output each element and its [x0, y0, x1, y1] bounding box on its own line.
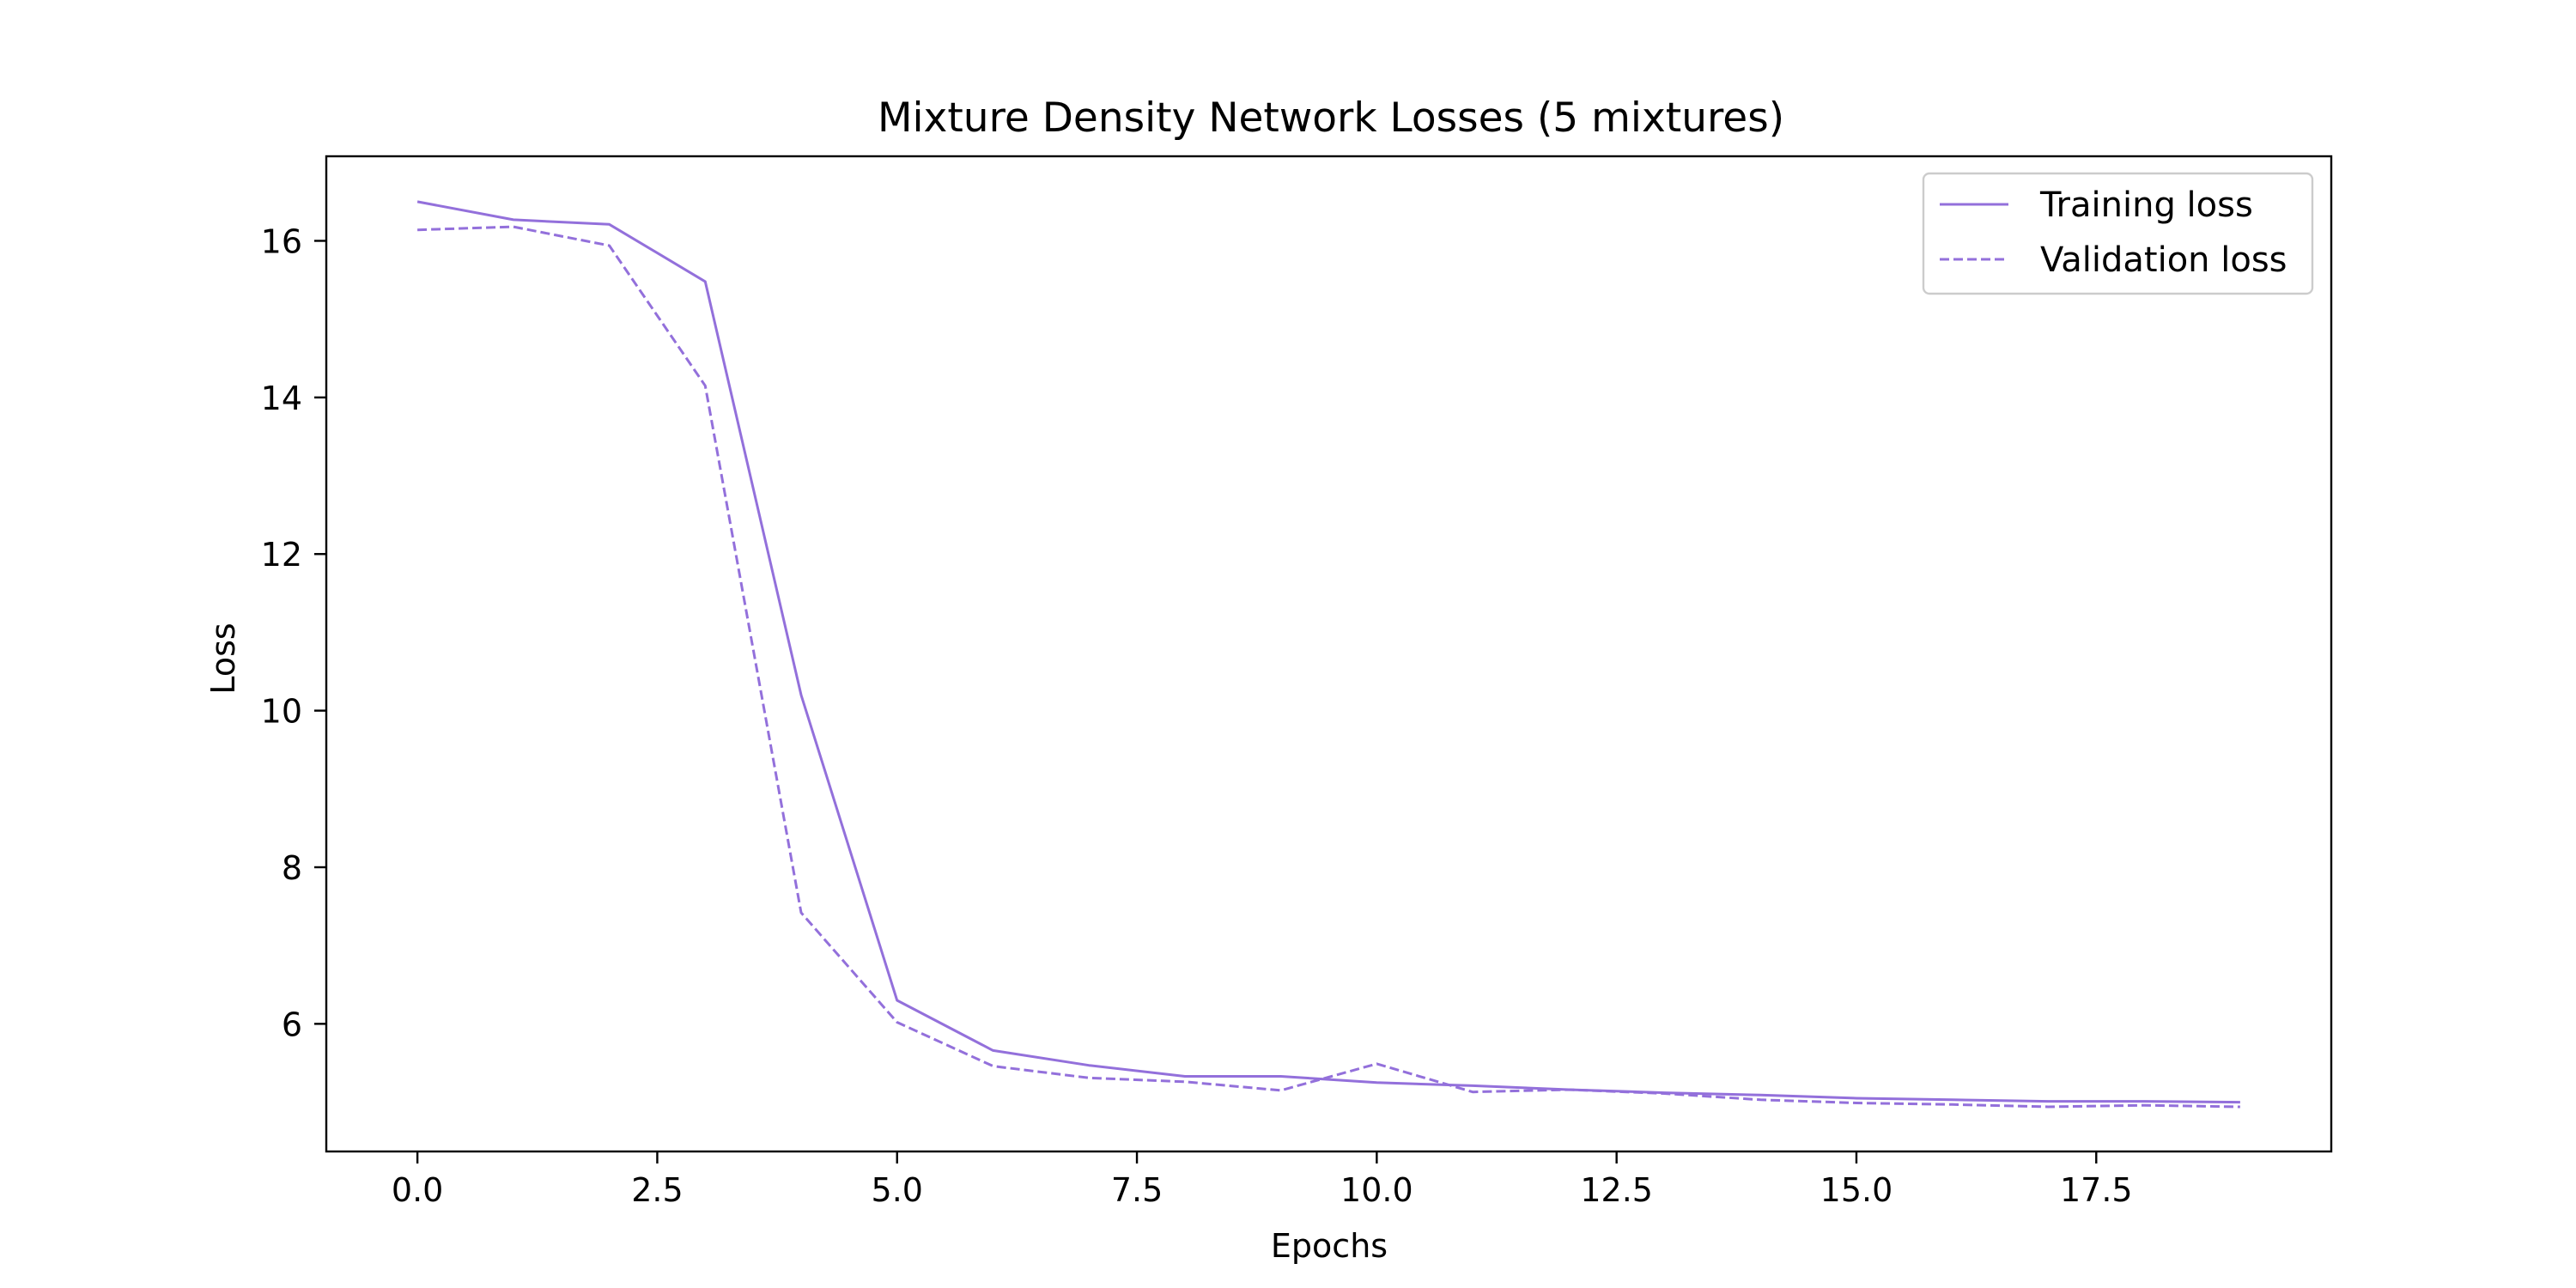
x-tick-label: 10.0: [1340, 1171, 1413, 1209]
y-tick-label: 16: [261, 222, 302, 260]
series-line-training: [416, 200, 2240, 1104]
plot-area: 0.0 2.5 5.0 7.5 10.0 12.5 15.0 17.5 6 8 10 12 14 16: [261, 155, 2333, 1209]
y-tick-label: 8: [282, 849, 302, 887]
legend-label-validation: Validation loss: [2040, 240, 2287, 280]
x-tick-label: 0.0: [392, 1171, 443, 1209]
y-axis-label: Loss: [204, 623, 242, 694]
x-tick-label: 2.5: [631, 1171, 683, 1209]
legend: Training loss Validation loss: [1922, 172, 2314, 295]
chart-title: Mixture Density Network Losses (5 mixtur…: [878, 94, 1784, 142]
x-tick-label: 12.5: [1580, 1171, 1653, 1209]
x-tick-label: 15.0: [1820, 1171, 1893, 1209]
y-tick-label: 12: [261, 536, 302, 574]
axes-frame: [325, 155, 2333, 1153]
legend-label-training: Training loss: [2039, 185, 2253, 225]
x-tick-label: 17.5: [2060, 1171, 2133, 1209]
legend-box: [1922, 172, 2314, 295]
y-tick-label: 10: [261, 693, 302, 731]
x-tick-label: 7.5: [1111, 1171, 1163, 1209]
x-axis-label: Epochs: [1271, 1227, 1388, 1265]
x-tick-label: 5.0: [872, 1171, 923, 1209]
series-line-validation: [417, 225, 2240, 1109]
y-tick-label: 14: [261, 380, 302, 417]
y-tick-label: 6: [282, 1005, 302, 1043]
